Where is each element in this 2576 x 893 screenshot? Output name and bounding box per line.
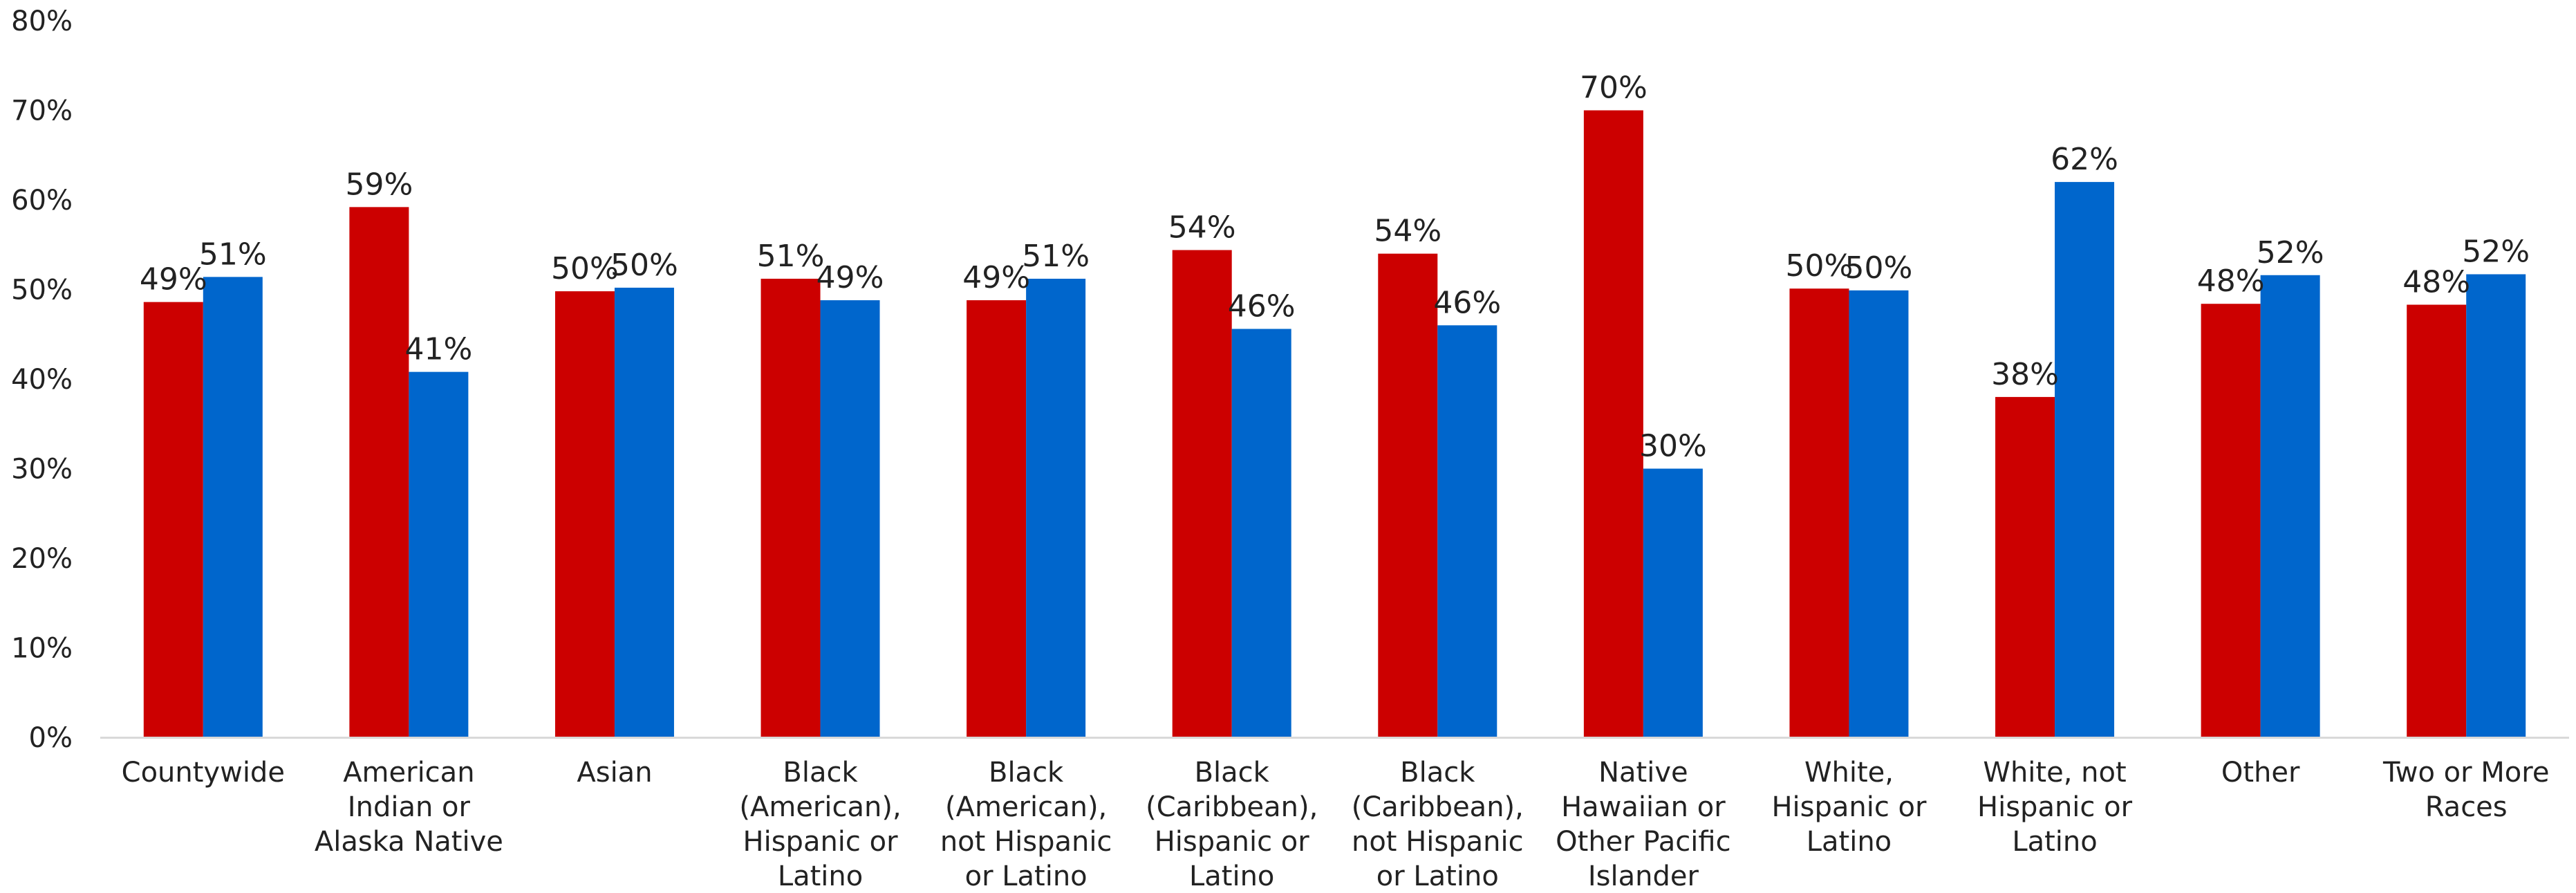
bar bbox=[1849, 290, 1909, 737]
bar bbox=[1231, 329, 1291, 738]
data-label: 50% bbox=[1845, 250, 1913, 286]
x-tick-label: American Indian or Alaska Native bbox=[315, 757, 503, 858]
bar bbox=[2201, 304, 2261, 738]
data-label: 51% bbox=[757, 239, 825, 274]
x-tick-label: Black (Caribbean), Hispanic or Latino bbox=[1146, 757, 1318, 892]
data-label: 46% bbox=[1228, 288, 1296, 324]
y-tick-label: 40% bbox=[11, 364, 73, 396]
bar bbox=[614, 287, 674, 737]
bar bbox=[1583, 110, 1643, 737]
bar bbox=[554, 291, 615, 738]
bar bbox=[1437, 325, 1497, 737]
bar bbox=[2055, 182, 2115, 738]
data-label: 54% bbox=[1374, 214, 1441, 249]
bar bbox=[2260, 275, 2320, 737]
data-label: 62% bbox=[2051, 142, 2118, 177]
y-axis: 0% 10% 20% 30% 40% 50% 60% 70% 80% bbox=[11, 6, 73, 754]
y-tick-label: 10% bbox=[11, 633, 73, 665]
x-axis: Countywide American Indian or Alaska Native… bbox=[122, 757, 2550, 892]
bar bbox=[409, 371, 469, 737]
x-tick-label: Two or More Races bbox=[2382, 757, 2550, 823]
bars bbox=[143, 110, 2526, 738]
data-label: 48% bbox=[2197, 264, 2265, 299]
x-tick-label: Black (American), Hispanic or Latino bbox=[739, 757, 901, 892]
bar bbox=[1789, 288, 1849, 738]
x-tick-label: Countywide bbox=[122, 757, 285, 789]
data-label: 52% bbox=[2257, 235, 2324, 270]
y-tick-label: 20% bbox=[11, 543, 73, 575]
data-label: 49% bbox=[140, 262, 207, 297]
data-label: 50% bbox=[551, 251, 619, 286]
bar bbox=[760, 278, 821, 738]
data-label: 54% bbox=[1168, 210, 1236, 246]
bar bbox=[2466, 274, 2526, 737]
x-tick-label: White, not Hispanic or Latino bbox=[1977, 757, 2133, 858]
bar bbox=[1172, 250, 1232, 737]
bar bbox=[1026, 278, 1086, 738]
y-tick-label: 30% bbox=[11, 454, 73, 486]
x-tick-label: Black (Caribbean), not Hispanic or Latino bbox=[1352, 757, 1524, 892]
bar bbox=[1995, 396, 2055, 737]
y-tick-label: 70% bbox=[11, 95, 73, 127]
data-label: 51% bbox=[199, 237, 267, 272]
x-tick-label: Other bbox=[2221, 757, 2300, 789]
x-tick-label: Black (American), not Hispanic or Latino bbox=[940, 757, 1112, 892]
data-label: 38% bbox=[1991, 357, 2059, 392]
bar bbox=[1643, 468, 1703, 737]
data-label: 41% bbox=[404, 332, 472, 367]
data-label: 70% bbox=[1580, 71, 1648, 106]
y-tick-label: 50% bbox=[11, 275, 73, 306]
bar bbox=[203, 277, 263, 737]
bar bbox=[967, 300, 1027, 737]
bar bbox=[1378, 253, 1438, 737]
data-label: 50% bbox=[1786, 248, 1854, 284]
bar bbox=[349, 207, 409, 737]
data-label: 48% bbox=[2402, 265, 2470, 300]
bar bbox=[820, 300, 880, 737]
data-label: 59% bbox=[345, 167, 413, 202]
x-tick-label: Asian bbox=[577, 757, 652, 789]
bar bbox=[143, 302, 203, 737]
y-tick-label: 80% bbox=[11, 6, 73, 37]
data-label: 49% bbox=[962, 260, 1030, 295]
data-label: 30% bbox=[1639, 429, 1707, 464]
y-tick-label: 0% bbox=[29, 722, 73, 754]
bar bbox=[2407, 304, 2467, 737]
data-label: 52% bbox=[2462, 234, 2530, 269]
x-tick-label: White, Hispanic or Latino bbox=[1771, 757, 1927, 858]
x-tick-label: Native Hawaiian or Other Pacific Islander bbox=[1556, 757, 1730, 892]
data-labels: 49%51%59%41%50%50% 51%49% 49%51%54%46%54%4… bbox=[140, 71, 2530, 464]
data-label: 49% bbox=[816, 260, 884, 295]
data-label: 46% bbox=[1433, 285, 1501, 320]
data-label: 50% bbox=[610, 248, 678, 283]
data-label: 51% bbox=[1022, 239, 1090, 274]
y-tick-label: 60% bbox=[11, 185, 73, 217]
